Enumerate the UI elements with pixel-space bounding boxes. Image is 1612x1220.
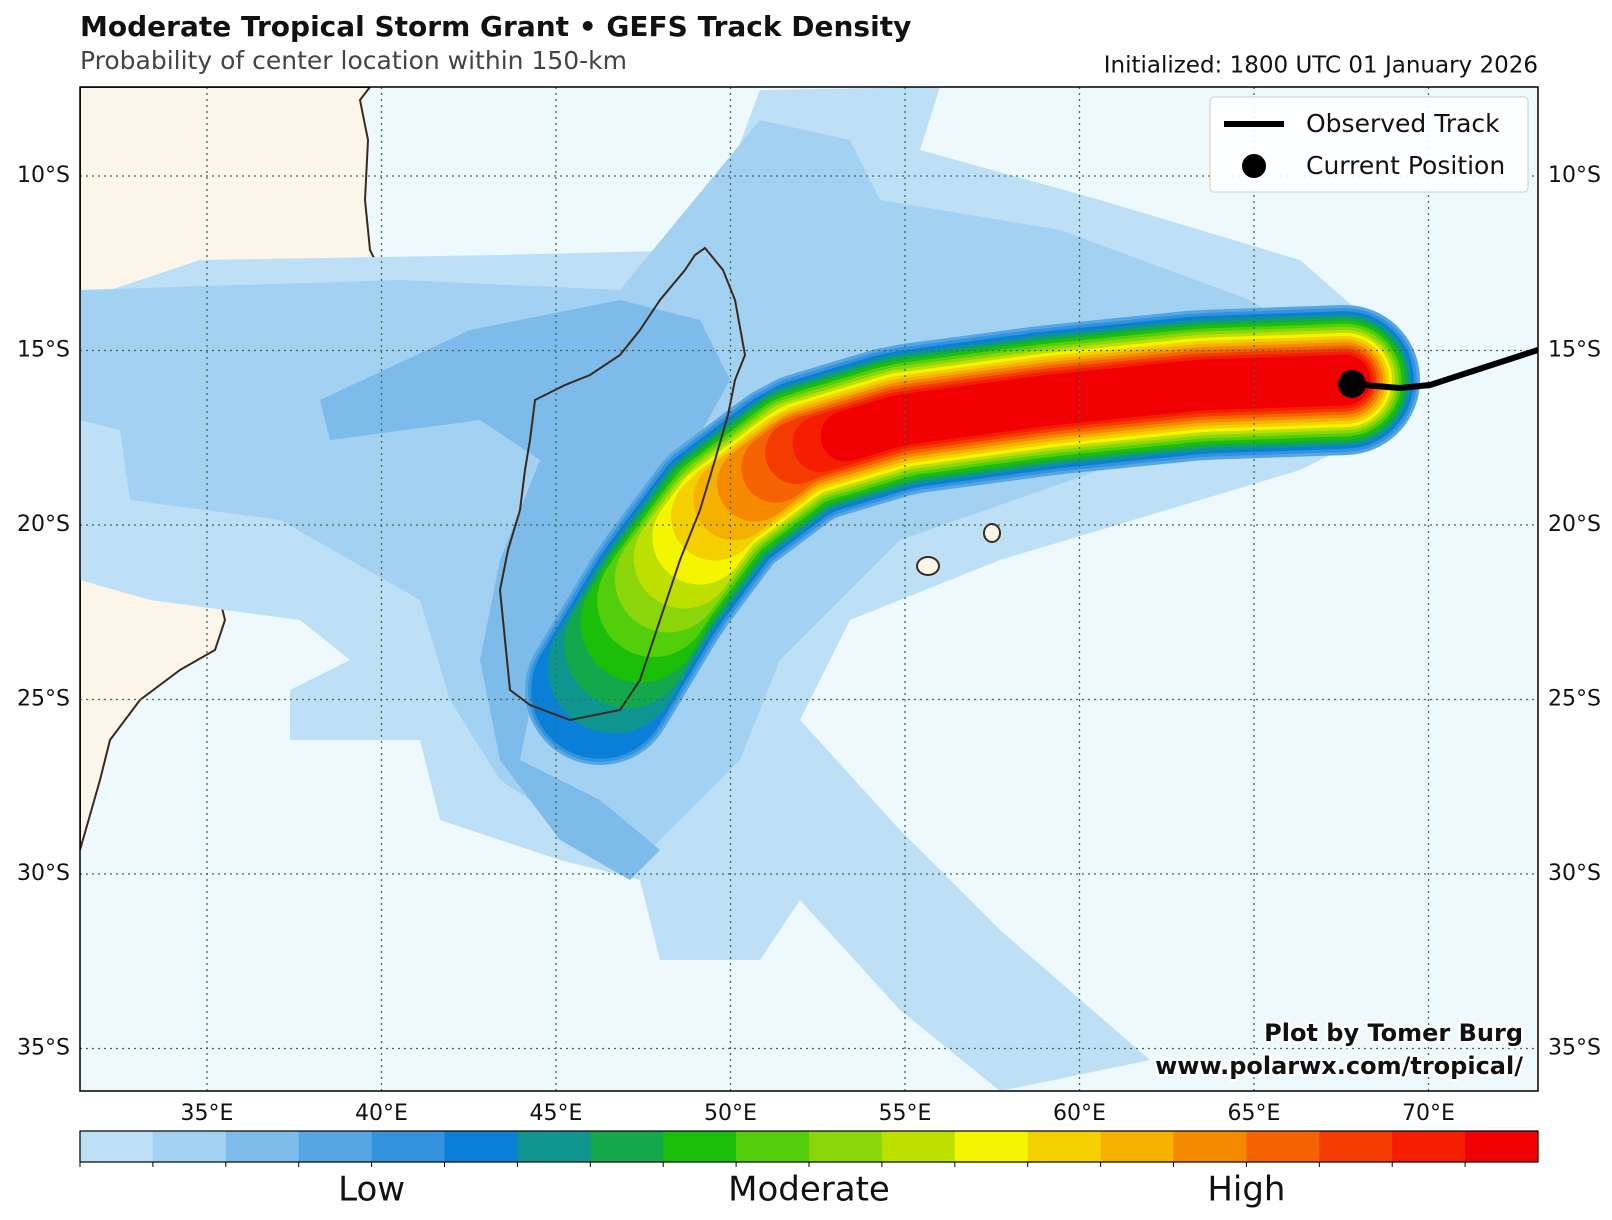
colorbar: Low Moderate High xyxy=(79,1130,1539,1210)
colorbar-segment xyxy=(736,1131,810,1162)
density-band xyxy=(820,354,1371,462)
lat-label: 30°S xyxy=(17,861,70,886)
map-frame xyxy=(79,86,1539,1092)
colorbar-segment xyxy=(152,1131,227,1162)
legend-label: Current Position xyxy=(1306,151,1505,180)
colorbar-segment xyxy=(1027,1131,1102,1162)
island xyxy=(983,523,1001,543)
lat-label: 20°S xyxy=(17,512,70,537)
colorbar-segment xyxy=(444,1131,518,1162)
credit: www.polarwx.com/tropical/ xyxy=(1155,1052,1523,1080)
colorbar-segment xyxy=(1246,1131,1320,1162)
colorbar-segment xyxy=(954,1131,1029,1162)
current-position xyxy=(1338,370,1366,398)
lat-label: 35°S xyxy=(1548,1036,1601,1061)
colorbar-segment xyxy=(80,1131,154,1162)
lon-label: 40°E xyxy=(355,1101,408,1126)
colorbar-segment xyxy=(298,1131,373,1162)
colorbar-segment xyxy=(517,1131,591,1162)
lon-label: 55°E xyxy=(879,1101,932,1126)
credit: Plot by Tomer Burg xyxy=(1264,1019,1523,1047)
colorbar-segment xyxy=(1465,1131,1539,1162)
lat-label: 15°S xyxy=(17,338,70,363)
lat-label: 35°S xyxy=(17,1036,70,1061)
colorbar-segment xyxy=(225,1131,300,1162)
colorbar-segment xyxy=(663,1131,737,1162)
initialized: Initialized: 1800 UTC 01 January 2026 xyxy=(1104,53,1538,79)
lat-label: 25°S xyxy=(1548,687,1601,712)
colorbar-segment xyxy=(590,1131,664,1162)
lat-label: 15°S xyxy=(1548,338,1601,363)
legend-dot xyxy=(1242,154,1266,178)
colorbar-label: Moderate xyxy=(728,1170,890,1210)
lon-label: 45°E xyxy=(530,1101,583,1126)
colorbar-label: Low xyxy=(338,1170,405,1210)
island xyxy=(916,556,940,576)
madagascar xyxy=(498,246,747,722)
colorbar-segment xyxy=(371,1131,445,1162)
lat-label: 25°S xyxy=(17,687,70,712)
legend-label: Observed Track xyxy=(1306,109,1500,138)
lon-label: 65°E xyxy=(1228,1101,1281,1126)
colorbar-segment xyxy=(1319,1131,1393,1162)
title: Moderate Tropical Storm Grant • GEFS Tra… xyxy=(80,10,911,43)
colorbar-segment xyxy=(1392,1131,1466,1162)
lon-label: 35°E xyxy=(181,1101,234,1126)
colorbar-segment xyxy=(1173,1131,1247,1162)
colorbar-segment xyxy=(881,1131,956,1162)
observed-track xyxy=(1351,347,1538,392)
lon-label: 60°E xyxy=(1053,1101,1106,1126)
colorbar-frame xyxy=(79,1130,1539,1163)
density-low xyxy=(320,300,730,880)
lon-label: 70°E xyxy=(1402,1101,1455,1126)
colorbar-segment xyxy=(809,1131,883,1162)
colorbar-segment xyxy=(1100,1131,1174,1162)
lat-label: 10°S xyxy=(1548,163,1601,188)
lat-label: 30°S xyxy=(1548,861,1601,886)
map: Plot by Tomer Burg www.polarwx.com/tropi… xyxy=(80,87,1538,1091)
legend: Observed Track Current Position xyxy=(1209,96,1529,193)
legend-box xyxy=(1209,96,1529,193)
subtitle: Probability of center location within 15… xyxy=(80,46,627,75)
lon-label: 50°E xyxy=(704,1101,757,1126)
lat-label: 10°S xyxy=(17,163,70,188)
lat-label: 20°S xyxy=(1548,512,1601,537)
colorbar-label: High xyxy=(1207,1170,1285,1210)
